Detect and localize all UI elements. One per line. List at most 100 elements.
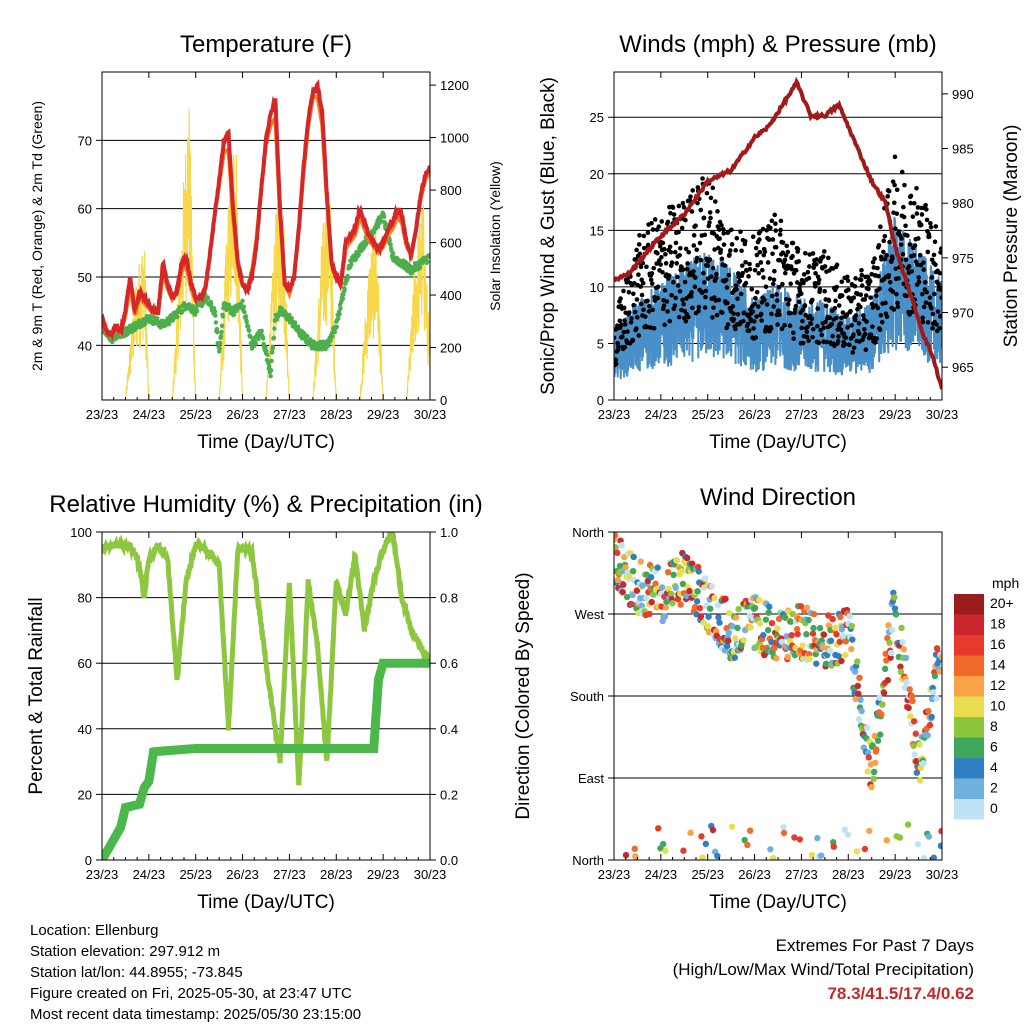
- gust-point: [878, 313, 884, 318]
- plot-area: [102, 79, 430, 400]
- gust-point: [884, 314, 890, 319]
- direction-point: [664, 568, 672, 576]
- gust-point: [699, 290, 705, 296]
- direction-point: [734, 624, 741, 632]
- gust-point: [938, 287, 942, 292]
- gust-point: [878, 224, 883, 229]
- gust-point: [912, 201, 917, 206]
- gust-point: [859, 283, 865, 288]
- gust-point: [821, 325, 827, 331]
- gust-point: [635, 315, 640, 320]
- gust-point: [622, 344, 628, 350]
- direction-point: [844, 831, 852, 838]
- direction-point: [707, 605, 714, 612]
- legend-label: 8: [990, 718, 998, 734]
- gust-point: [873, 340, 878, 345]
- gust-point: [657, 244, 663, 249]
- direction-point: [926, 721, 934, 729]
- gust-point: [713, 275, 719, 281]
- y-tick-label: 80: [78, 591, 92, 606]
- gust-point: [762, 297, 767, 303]
- gust-point: [689, 290, 694, 295]
- gust-point: [858, 292, 864, 298]
- dewpoint-point: [340, 296, 346, 301]
- x-axis-label: Time (Day/UTC): [709, 432, 847, 453]
- direction-point: [768, 619, 776, 627]
- gust-point: [694, 259, 699, 264]
- direction-point: [806, 655, 813, 662]
- gust-point: [918, 222, 924, 228]
- dewpoint-point: [305, 333, 310, 339]
- gust-point: [836, 303, 842, 308]
- direction-point: [769, 854, 777, 860]
- y-tick-label: West: [575, 607, 605, 622]
- direction-point: [907, 713, 914, 720]
- direction-point: [767, 846, 774, 853]
- gust-point: [745, 321, 751, 327]
- y2-tick-label: 0.8: [440, 591, 458, 606]
- gust-point: [669, 292, 674, 298]
- y-tick-label: 0: [597, 393, 604, 408]
- gust-point: [725, 322, 731, 327]
- gust-point: [673, 295, 678, 301]
- gust-point: [844, 274, 850, 280]
- direction-point: [910, 718, 918, 725]
- gust-point: [696, 304, 702, 310]
- gust-point: [749, 286, 755, 292]
- direction-point: [851, 668, 859, 675]
- x-tick-label: 26/23: [738, 407, 771, 422]
- gust-point: [676, 229, 681, 235]
- direction-point: [891, 594, 898, 601]
- direction-point: [887, 654, 894, 661]
- direction-point: [722, 595, 729, 603]
- gust-point: [938, 250, 942, 255]
- dewpoint-point: [337, 311, 342, 317]
- gust-point: [826, 298, 832, 303]
- direction-point: [668, 590, 675, 598]
- gust-point: [650, 227, 656, 232]
- gust-point: [839, 293, 845, 298]
- gust-point: [659, 254, 664, 260]
- direction-point: [864, 768, 871, 775]
- gust-point: [874, 293, 879, 298]
- gust-point: [928, 220, 933, 226]
- direction-point: [637, 558, 644, 565]
- direction-point: [619, 588, 626, 596]
- gust-point: [851, 332, 856, 337]
- gust-point: [830, 333, 835, 339]
- gust-point: [692, 275, 698, 280]
- y-tick-label: 10: [590, 280, 604, 295]
- direction-point: [622, 851, 630, 859]
- legend-swatch: [954, 717, 984, 738]
- gust-point: [814, 257, 819, 262]
- gust-point: [757, 249, 763, 255]
- gust-point: [845, 325, 850, 330]
- direction-point: [903, 679, 910, 686]
- gust-point: [655, 284, 661, 290]
- direction-point: [755, 596, 763, 604]
- direction-point: [683, 592, 690, 600]
- direction-point: [814, 834, 821, 842]
- gust-point: [834, 315, 839, 321]
- gust-point: [901, 204, 906, 210]
- gust-point: [920, 315, 925, 321]
- gust-point: [719, 310, 725, 316]
- gust-point: [782, 322, 787, 328]
- gust-point: [631, 291, 636, 297]
- direction-point: [629, 591, 636, 599]
- legend-label: 0: [990, 800, 998, 816]
- gust-point: [724, 285, 730, 290]
- gust-point: [903, 223, 908, 229]
- gust-point: [730, 304, 736, 309]
- dewpoint-point: [417, 265, 423, 270]
- dewpoint-point: [220, 314, 226, 319]
- direction-point: [905, 704, 912, 712]
- direction-point: [655, 825, 662, 832]
- direction-point: [829, 615, 836, 623]
- gust-point: [694, 255, 700, 261]
- dewpoint-point: [270, 344, 276, 350]
- gust-point: [681, 204, 687, 210]
- direction-point: [813, 660, 820, 667]
- gust-point: [690, 305, 695, 311]
- gust-point: [822, 288, 827, 294]
